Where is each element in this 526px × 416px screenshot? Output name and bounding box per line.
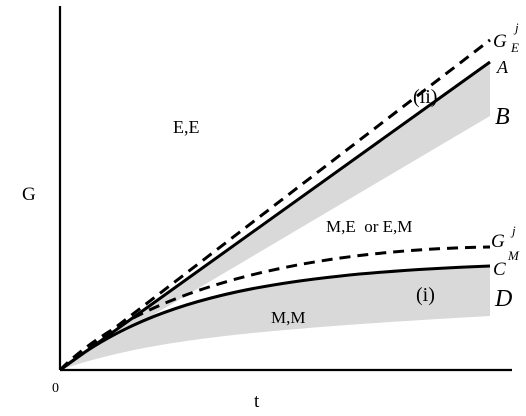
- curve-g-e-dashed: [59, 38, 491, 372]
- band-i-label: (i): [416, 284, 435, 306]
- g-e-subscript: E: [510, 40, 519, 55]
- region-ee-label: E,E: [173, 117, 200, 137]
- curve-a-label: A: [496, 57, 509, 77]
- region-mm-label: M,M: [271, 308, 305, 327]
- band-lower-i: [60, 266, 490, 370]
- x-axis-label: t: [254, 391, 260, 412]
- curve-d-label: D: [494, 286, 512, 312]
- g-m-superscript: j: [510, 223, 516, 238]
- curve-c-label: C: [493, 259, 506, 280]
- curve-b-label: B: [495, 104, 510, 130]
- g-m-label: G: [491, 231, 505, 252]
- origin-label: 0: [52, 381, 59, 396]
- curve-a-solid: [59, 60, 491, 372]
- curve-c-superscript: M: [507, 248, 520, 263]
- g-e-superscript: j: [513, 20, 519, 35]
- curve-g-m-dashed: [58, 245, 491, 372]
- y-axis-label: G: [22, 184, 36, 205]
- region-me-em-label: M,E or E,M: [326, 217, 412, 236]
- g-e-label: G: [493, 31, 507, 52]
- curve-c-solid: [59, 264, 491, 372]
- band-ii-label: (ii): [413, 86, 437, 108]
